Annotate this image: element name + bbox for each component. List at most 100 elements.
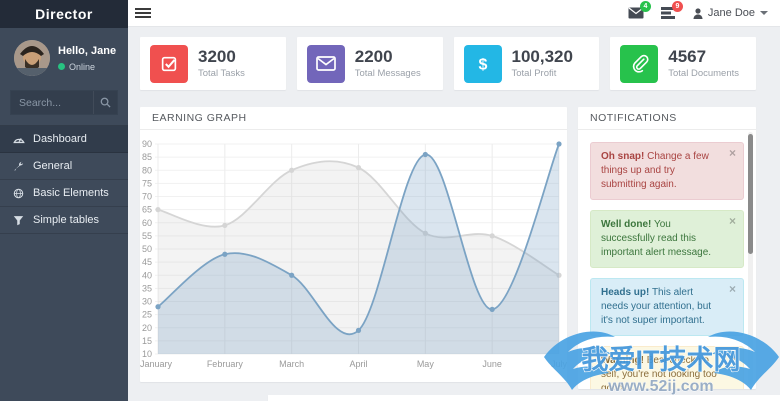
search-icon[interactable] <box>93 91 117 114</box>
paperclip-icon <box>620 44 659 83</box>
close-icon[interactable]: × <box>728 282 736 296</box>
main-area: 4 9 Jane Doe <box>128 0 780 401</box>
envelope-icon <box>306 44 345 83</box>
panels-row: EARNING GRAPH 10 15 20 25 30 35 40 45 50 55 60 65 70… <box>140 107 756 389</box>
svg-text:70: 70 <box>142 192 152 202</box>
svg-text:January: January <box>140 359 173 369</box>
notifications-list: Oh snap! Change a few things up and try … <box>578 130 756 389</box>
svg-text:75: 75 <box>142 178 152 188</box>
sidebar-search <box>10 90 118 115</box>
sidebar-item-general[interactable]: General <box>0 153 128 180</box>
card-total-tasks: 3200 Total Tasks <box>140 37 286 90</box>
user-dropdown[interactable]: Jane Doe <box>693 7 768 19</box>
sidebar-item-label: Simple tables <box>33 214 100 226</box>
notifications-panel: NOTIFICATIONS Oh snap! Change a few thin… <box>578 107 756 389</box>
menu-toggle-icon[interactable] <box>135 6 151 20</box>
stat-value: 4567 <box>668 46 707 66</box>
earning-graph-title: EARNING GRAPH <box>140 107 567 130</box>
sidebar-item-dashboard[interactable]: Dashboard <box>0 126 128 153</box>
stat-value: 2200 <box>354 46 393 66</box>
svg-text:90: 90 <box>142 139 152 149</box>
svg-text:10: 10 <box>142 349 152 359</box>
notifications-title: NOTIFICATIONS <box>578 107 756 130</box>
svg-text:60: 60 <box>142 218 152 228</box>
alert-info: Heads up! This alert needs your attentio… <box>590 278 744 336</box>
sidebar-item-label: General <box>33 160 73 172</box>
alert-text: Change a few things up and try submittin… <box>601 151 709 190</box>
alert-text: You successfully read this important ale… <box>601 219 712 258</box>
scrollbar-thumb[interactable] <box>748 134 753 254</box>
stat-cards-row: 3200 Total Tasks 2200 Total Messages <box>140 37 756 90</box>
svg-text:55: 55 <box>142 231 152 241</box>
user-icon <box>693 7 703 19</box>
earning-graph-chart: 10 15 20 25 30 35 40 45 50 55 60 65 70 75 80 85 90 Januar… <box>140 130 567 382</box>
filter-icon <box>12 215 25 226</box>
card-total-documents: 4567 Total Documents <box>610 37 756 90</box>
svg-text:80: 80 <box>142 165 152 175</box>
sidebar-item-simple-tables[interactable]: Simple tables <box>0 207 128 234</box>
svg-text:15: 15 <box>142 336 152 346</box>
user-profile: Hello, Jane Online <box>0 28 128 88</box>
close-icon[interactable]: × <box>728 350 736 364</box>
alert-title: Warning! <box>601 355 644 366</box>
next-panel-edge <box>268 395 780 401</box>
svg-text:April: April <box>349 359 367 369</box>
dashboard-icon <box>12 133 25 145</box>
stat-label: Total Tasks <box>198 68 245 80</box>
earning-graph-panel: EARNING GRAPH 10 15 20 25 30 35 40 45 50 55 60 65 70… <box>140 107 567 382</box>
svg-text:30: 30 <box>142 297 152 307</box>
avatar <box>14 40 50 76</box>
tasks-icon <box>660 7 675 19</box>
svg-text:May: May <box>417 359 435 369</box>
topbar: 4 9 Jane Doe <box>128 0 780 27</box>
chevron-down-icon <box>760 11 768 15</box>
alert-title: Heads up! <box>601 287 650 298</box>
close-icon[interactable]: × <box>728 146 736 160</box>
alert-title: Oh snap! <box>601 151 645 162</box>
sidebar: Director Hello, Jane Online <box>0 0 128 401</box>
search-input[interactable] <box>11 96 93 109</box>
globe-icon <box>12 188 25 199</box>
close-icon[interactable]: × <box>728 214 736 228</box>
messages-badge: 4 <box>639 1 651 12</box>
svg-text:25: 25 <box>142 310 152 320</box>
dollar-icon: $ <box>463 44 502 83</box>
svg-text:February: February <box>207 359 244 369</box>
sidebar-item-label: Dashboard <box>33 133 87 145</box>
stat-value: 100,320 <box>511 46 573 66</box>
svg-text:June: June <box>482 359 502 369</box>
svg-text:50: 50 <box>142 244 152 254</box>
svg-text:35: 35 <box>142 283 152 293</box>
stat-label: Total Documents <box>668 68 740 80</box>
svg-text:40: 40 <box>142 270 152 280</box>
svg-text:$: $ <box>478 56 487 73</box>
alert-title: Well done! <box>601 219 652 230</box>
sidebar-nav: Dashboard General Basic Elements Simple … <box>0 125 128 234</box>
alert-text: This alert needs your attention, but it'… <box>601 287 712 326</box>
online-dot-icon <box>58 63 65 71</box>
notifications-scrollbar <box>748 132 753 385</box>
tasks-button[interactable]: 9 <box>660 1 683 19</box>
avatar-image <box>14 40 50 76</box>
brand-title: Director <box>0 0 128 28</box>
sidebar-item-basic-elements[interactable]: Basic Elements <box>0 180 128 207</box>
stat-label: Total Profit <box>511 68 557 80</box>
greeting-text: Hello, Jane <box>58 45 117 58</box>
stat-value: 3200 <box>198 46 236 66</box>
sidebar-item-label: Basic Elements <box>33 187 109 199</box>
check-square-icon <box>150 44 188 83</box>
wrench-icon <box>12 161 25 172</box>
alert-success: Well done! You successfully read this im… <box>590 210 744 268</box>
alert-warning: Warning! Best check yo self, you're not … <box>590 346 744 389</box>
svg-text:45: 45 <box>142 257 152 267</box>
stat-label: Total Messages <box>354 68 421 80</box>
svg-text:85: 85 <box>142 152 152 162</box>
user-name: Jane Doe <box>707 7 755 19</box>
svg-text:20: 20 <box>142 323 152 333</box>
online-status: Online <box>58 62 116 72</box>
svg-text:July: July <box>551 359 567 369</box>
content: 3200 Total Tasks 2200 Total Messages <box>128 27 780 389</box>
messages-button[interactable]: 4 <box>628 1 651 19</box>
card-total-messages: 2200 Total Messages <box>296 37 443 90</box>
